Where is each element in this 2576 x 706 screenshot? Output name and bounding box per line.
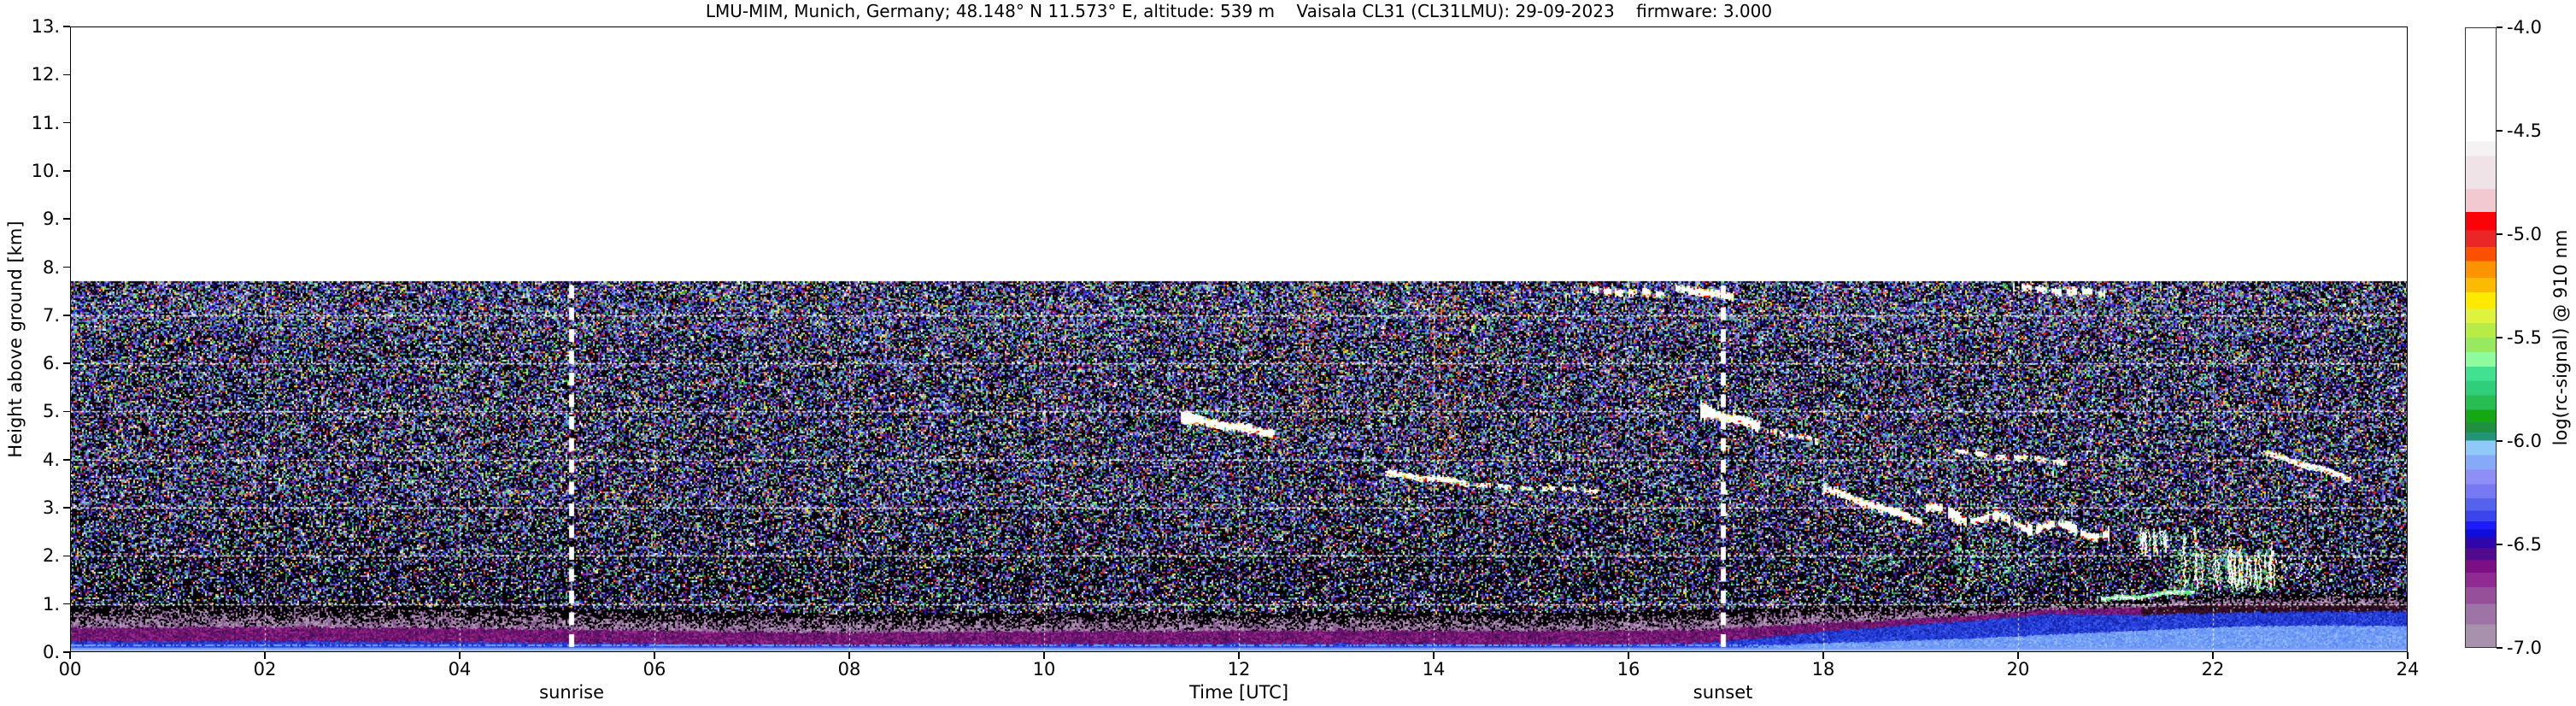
x-tick-label: 22 [2201, 659, 2225, 680]
y-tick-mark [63, 218, 70, 221]
x-tick-label: 20 [2006, 659, 2030, 680]
y-tick-label: 9. [42, 209, 60, 230]
colorbar-label: log(rc-signal) @ 910 nm [2550, 229, 2571, 446]
y-tick-mark [63, 410, 70, 413]
x-tick-mark [2212, 652, 2214, 659]
y-tick-mark [63, 121, 70, 124]
y-tick-mark [63, 555, 70, 557]
y-tick-mark [63, 266, 70, 268]
sunrise-annotation: sunrise [539, 682, 605, 703]
x-tick-label: 24 [2396, 659, 2420, 680]
colorbar-tick-mark [2497, 647, 2503, 649]
y-tick-mark [63, 603, 70, 605]
y-tick-label: 4. [42, 449, 60, 470]
x-tick-mark [459, 652, 461, 659]
colorbar-tick-mark [2497, 440, 2503, 442]
x-tick-mark [69, 652, 71, 659]
x-tick-label: 08 [837, 659, 861, 680]
y-tick-mark [63, 26, 70, 27]
x-tick-mark [1628, 652, 1629, 659]
colorbar-tick-mark [2497, 26, 2503, 28]
x-tick-label: 10 [1032, 659, 1056, 680]
x-tick-mark [1433, 652, 1435, 659]
colorbar-tick-label: -6.5 [2507, 534, 2542, 555]
y-tick-label: 6. [42, 353, 60, 374]
y-tick-label: 13. [31, 16, 60, 37]
y-tick-label: 8. [42, 256, 60, 278]
colorbar-tick-label: -4.5 [2507, 121, 2542, 141]
x-tick-label: 04 [448, 659, 472, 680]
colorbar-tick-mark [2497, 233, 2503, 235]
x-tick-label: 14 [1422, 659, 1446, 680]
y-tick-label: 7. [42, 304, 60, 326]
y-tick-label: 11. [31, 112, 60, 133]
y-tick-mark [63, 170, 70, 172]
backscatter-heatmap-canvas [70, 26, 2408, 652]
colorbar-tick-label: -5.5 [2507, 327, 2542, 348]
x-tick-label: 16 [1617, 659, 1640, 680]
y-tick-label: 5. [42, 401, 60, 422]
x-tick-label: 02 [253, 659, 277, 680]
x-tick-mark [1822, 652, 1824, 659]
colorbar-tick-label: -6.0 [2507, 431, 2542, 451]
y-tick-label: 2. [42, 545, 60, 567]
colorbar-tick-mark [2497, 544, 2503, 545]
x-tick-label: 12 [1227, 659, 1251, 680]
x-tick-label: 18 [1811, 659, 1835, 680]
x-tick-mark [264, 652, 266, 659]
colorbar [2465, 27, 2497, 648]
y-tick-mark [63, 74, 70, 76]
y-axis-label: Height above ground [km] [5, 221, 26, 458]
y-tick-mark [63, 507, 70, 509]
colorbar-tick-mark [2497, 337, 2503, 338]
y-tick-label: 10. [31, 160, 60, 181]
sunset-annotation: sunset [1693, 682, 1753, 703]
y-tick-label: 3. [42, 497, 60, 519]
y-tick-mark [63, 315, 70, 316]
colorbar-tick-label: -5.0 [2507, 224, 2542, 244]
x-tick-mark [654, 652, 655, 659]
x-tick-mark [848, 652, 850, 659]
y-tick-label: 1. [42, 593, 60, 615]
x-tick-mark [2407, 652, 2409, 659]
colorbar-tick-label: -4.0 [2507, 17, 2542, 38]
x-tick-mark [1238, 652, 1240, 659]
plot-title: LMU-MIM, Munich, Germany; 48.148° N 11.5… [705, 1, 1773, 21]
x-tick-mark [1043, 652, 1045, 659]
y-tick-mark [63, 651, 70, 653]
y-tick-label: 12. [31, 64, 60, 85]
x-tick-mark [2017, 652, 2019, 659]
y-tick-mark [63, 362, 70, 364]
x-tick-label: 06 [643, 659, 666, 680]
x-axis-label: Time [UTC] [1188, 682, 1289, 703]
y-tick-label: 0. [42, 642, 60, 662]
colorbar-tick-mark [2497, 130, 2503, 132]
y-tick-mark [63, 458, 70, 461]
colorbar-tick-label: -7.0 [2507, 638, 2542, 658]
x-tick-label: 00 [58, 659, 82, 680]
